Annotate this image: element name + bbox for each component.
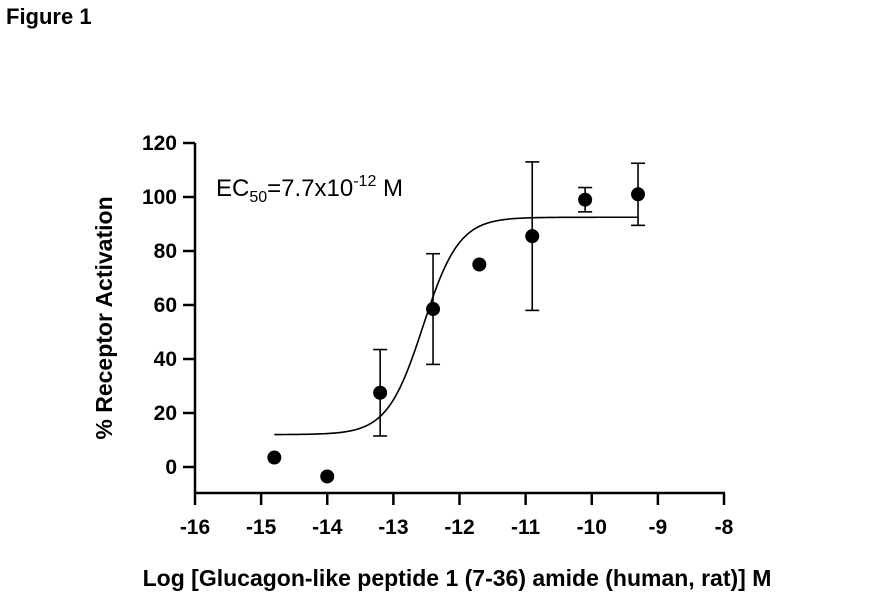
fit-curve: [274, 216, 639, 436]
ec50-superscript: -12: [353, 173, 376, 190]
data-points: [267, 187, 646, 484]
ticks: 0 20 40 60 80 100 120 -16 -15 -14 -13 -12 -11 -10 -9 -8: [142, 132, 734, 539]
x-tick-label: -12: [444, 516, 474, 539]
y-tick-label: 80: [154, 240, 177, 263]
ec50-value: =7.7x10: [267, 175, 353, 202]
y-axis-title: % Receptor Activation: [91, 196, 117, 439]
x-tick-label: -16: [180, 516, 210, 539]
data-point: [320, 469, 335, 484]
data-point: [472, 257, 487, 272]
y-tick-label: 0: [165, 456, 177, 479]
data-point: [525, 229, 540, 244]
x-axis-title: Log [Glucagon-like peptide 1 (7-36) amid…: [143, 565, 772, 591]
data-point: [267, 450, 282, 465]
x-tick-label: -8: [715, 516, 734, 539]
fit-curve-group: [274, 216, 639, 436]
ec50-subscript: 50: [249, 189, 267, 206]
ec50-annotation: EC50=7.7x10-12 M: [216, 173, 403, 206]
x-tick-label: -10: [577, 516, 607, 539]
x-tick-label: -14: [312, 516, 343, 539]
ec50-suffix: M: [376, 175, 403, 202]
x-tick-label: -15: [246, 516, 277, 539]
ec50-prefix: EC: [216, 175, 249, 202]
data-point: [373, 385, 388, 400]
data-point: [426, 302, 441, 317]
error-bars: [373, 161, 646, 437]
y-tick-label: 20: [154, 402, 177, 425]
x-tick-label: -13: [378, 516, 408, 539]
y-tick-label: 120: [142, 132, 177, 155]
x-tick-label: -11: [511, 516, 541, 539]
data-point: [578, 192, 593, 207]
y-tick-label: 40: [154, 348, 177, 371]
y-tick-label: 60: [154, 294, 177, 317]
x-tick-label: -9: [649, 516, 668, 539]
y-tick-label: 100: [142, 186, 177, 209]
data-point: [631, 187, 646, 202]
figure-label: Figure 1: [6, 4, 92, 29]
